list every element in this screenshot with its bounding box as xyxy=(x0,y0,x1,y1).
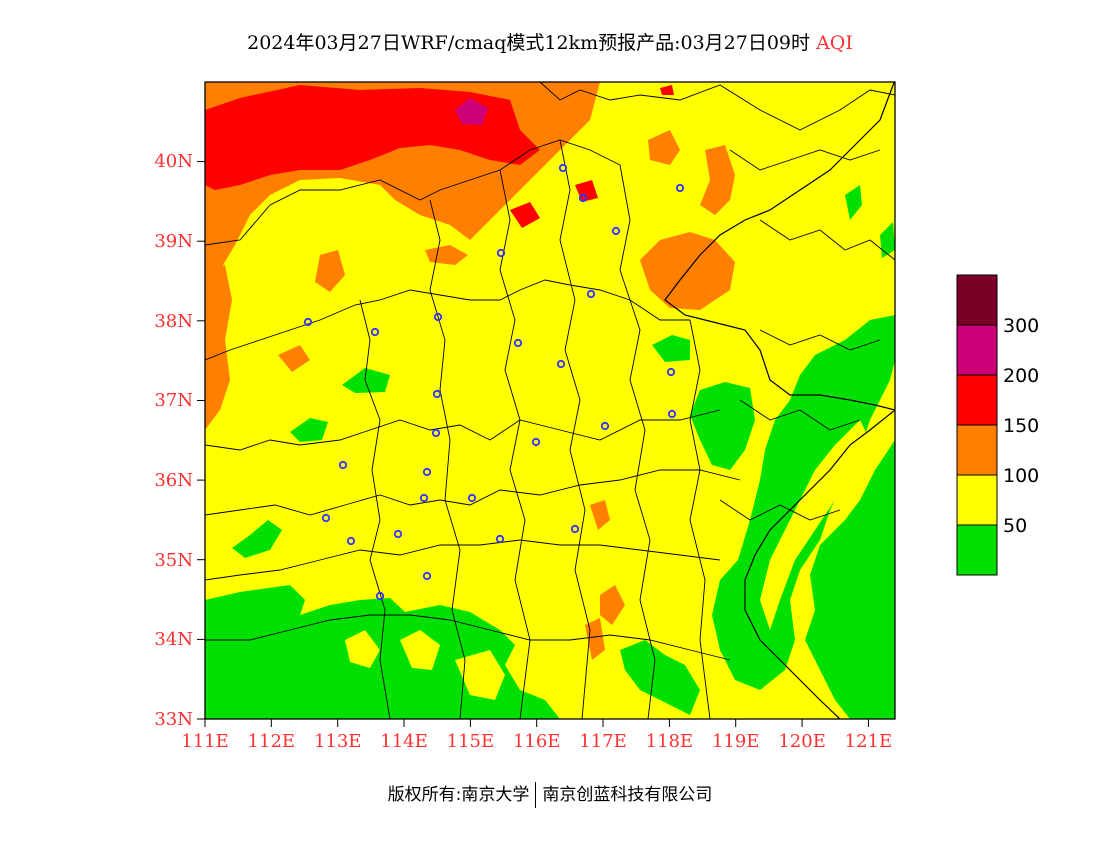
x-tick-label: 113E xyxy=(314,731,362,752)
y-tick-label: 39N xyxy=(154,231,193,252)
aqi-zone-green-shandong xyxy=(690,382,755,470)
legend-swatch xyxy=(957,375,997,425)
x-tick-label: 115E xyxy=(447,731,495,752)
aqi-zone-orange-patch-4 xyxy=(600,585,625,625)
aqi-zone-yellow-coastal-band xyxy=(760,420,870,630)
x-tick-label: 114E xyxy=(380,731,428,752)
title-variable: AQI xyxy=(816,32,853,54)
legend-swatch xyxy=(957,325,997,375)
aqi-zone-green-patch-1 xyxy=(342,368,390,393)
legend-swatch xyxy=(957,425,997,475)
aqi-zone-yellow-patch-south3 xyxy=(455,650,505,700)
aqi-zone-green-east-coast xyxy=(805,440,895,719)
aqi-zone-orange-ne3 xyxy=(700,145,735,215)
x-tick-label: 111E xyxy=(181,731,229,752)
legend-label: 150 xyxy=(1003,415,1039,437)
y-tick-label: 36N xyxy=(154,470,193,491)
copyright-owner: 版权所有:南京大学 xyxy=(387,785,530,805)
x-tick-label: 117E xyxy=(579,731,627,752)
aqi-zone-green-patch-4 xyxy=(845,185,862,220)
legend-label: 50 xyxy=(1003,515,1027,537)
aqi-zone-green-patch-6 xyxy=(232,520,282,558)
map-title: 2024年03月27日WRF/cmaq模式12km预报产品:03月27日09时 … xyxy=(0,28,1100,55)
aqi-zone-green-patch-3 xyxy=(652,335,690,362)
aqi-zone-orange-ne2 xyxy=(648,130,680,165)
title-main: 2024年03月27日WRF/cmaq模式12km预报产品:03月27日09时 xyxy=(247,32,811,54)
y-tick-label: 35N xyxy=(154,550,193,571)
y-tick-label: 40N xyxy=(154,151,193,172)
coastline xyxy=(664,82,895,411)
footer-divider xyxy=(535,782,537,808)
aqi-zone-orange-west xyxy=(205,265,232,430)
y-axis: 40N 39N 38N 37N 36N 35N 34N 33N xyxy=(154,151,205,730)
legend-swatch xyxy=(957,525,997,575)
aqi-zone-green-patch-5 xyxy=(880,222,895,258)
aqi-field xyxy=(205,82,895,719)
aqi-zone-orange-patch-3 xyxy=(590,500,610,530)
y-tick-label: 38N xyxy=(154,311,193,332)
legend-label: 300 xyxy=(1003,315,1039,337)
legend-swatch xyxy=(957,275,997,325)
aqi-zone-red-patch-1 xyxy=(510,202,540,228)
x-tick-label: 120E xyxy=(778,731,826,752)
aqi-zone-yellow-patch-south2 xyxy=(400,630,440,670)
city-markers xyxy=(303,163,685,601)
color-legend: 50 100 150 200 300 xyxy=(956,274,1039,576)
aqi-zone-yellow-patch-south xyxy=(345,630,380,668)
aqi-zone-red-patch-3 xyxy=(660,85,674,95)
x-tick-label: 112E xyxy=(248,731,296,752)
x-tick-label: 116E xyxy=(513,731,561,752)
y-tick-label: 33N xyxy=(154,709,193,730)
aqi-zone-orange-patch-1 xyxy=(315,250,345,292)
coastline-south xyxy=(744,409,895,719)
legend-swatch xyxy=(957,475,997,525)
legend-label: 200 xyxy=(1003,365,1039,387)
copyright-company: 南京创蓝科技有限公司 xyxy=(542,785,713,805)
y-tick-label: 37N xyxy=(154,390,193,411)
x-tick-label: 119E xyxy=(712,731,760,752)
aqi-zone-magenta xyxy=(455,98,488,125)
y-tick-label: 34N xyxy=(154,629,193,650)
aqi-zone-orange-patch-6 xyxy=(278,345,310,372)
copyright-footer: 版权所有:南京大学 南京创蓝科技有限公司 xyxy=(0,780,1100,808)
x-tick-label: 121E xyxy=(845,731,893,752)
aqi-zone-green-huai xyxy=(620,640,700,715)
aqi-zone-green-patch-2 xyxy=(290,418,328,442)
x-tick-label: 118E xyxy=(646,731,694,752)
x-axis: 111E 112E 113E 114E 115E 116E 117E 118E … xyxy=(181,719,892,752)
legend-label: 100 xyxy=(1003,465,1039,487)
